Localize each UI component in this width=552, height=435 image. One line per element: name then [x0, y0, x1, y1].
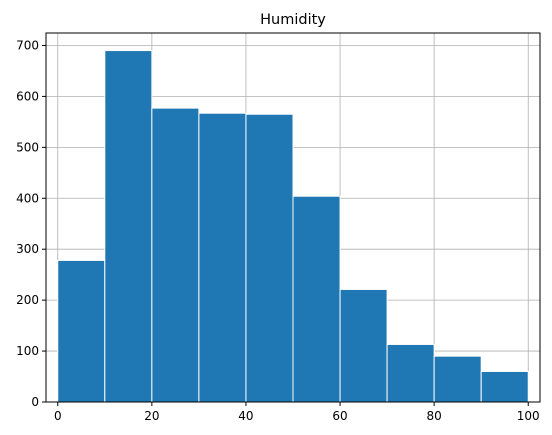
histogram-bar [151, 107, 200, 403]
plot-frame [45, 32, 541, 403]
chart-title: Humidity [260, 12, 326, 28]
y-axis-ticks: 0 100 200 300 400 500 600 700 [16, 38, 46, 409]
histogram-bar [104, 50, 153, 403]
x-tick-label: 0 [54, 409, 62, 423]
y-tick-label: 700 [16, 38, 39, 52]
x-axis-ticks: 0 20 40 60 80 100 [54, 402, 540, 423]
histogram-bars [57, 50, 529, 403]
x-tick-label: 40 [238, 409, 253, 423]
histogram-bar [245, 113, 294, 403]
x-tick-label: 80 [427, 409, 442, 423]
x-tick-label: 100 [517, 409, 540, 423]
y-tick-label: 100 [16, 344, 39, 358]
y-tick-label: 400 [16, 191, 39, 205]
histogram-bar [198, 112, 247, 403]
y-tick-label: 200 [16, 293, 39, 307]
histogram-bar [433, 355, 482, 403]
y-tick-label: 0 [31, 395, 39, 409]
histogram-bar [292, 195, 341, 403]
y-tick-label: 300 [16, 242, 39, 256]
histogram-bar [386, 343, 435, 403]
y-tick-label: 500 [16, 140, 39, 154]
histogram-bar [339, 288, 388, 403]
x-tick-label: 60 [332, 409, 347, 423]
x-tick-label: 20 [144, 409, 159, 423]
histogram-bar [480, 370, 529, 403]
histogram-bar [57, 259, 106, 403]
y-tick-label: 600 [16, 89, 39, 103]
axes [45, 32, 541, 403]
